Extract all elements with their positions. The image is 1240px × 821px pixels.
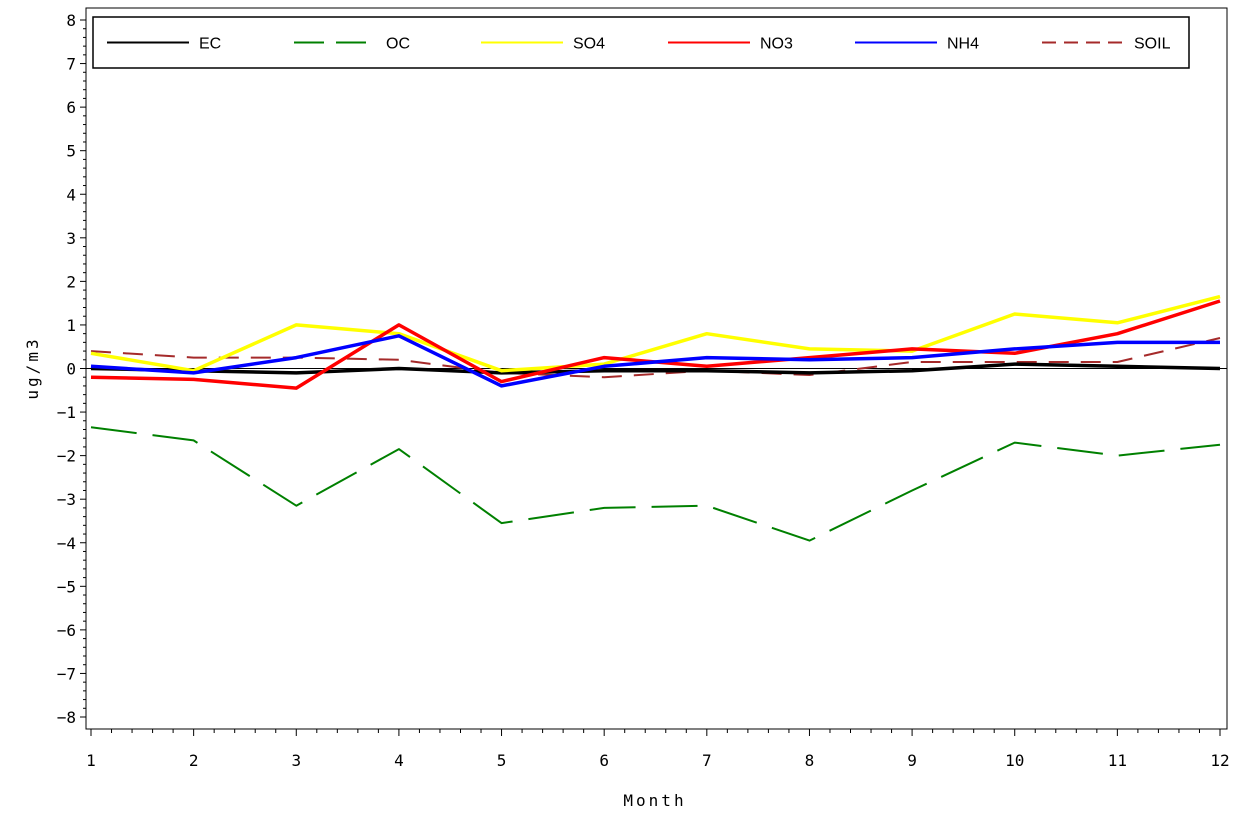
y-tick-label: 0 (66, 360, 76, 379)
x-axis-title: Month (623, 791, 686, 810)
legend: EC OC SO4 NO3 NH4 SOIL (92, 16, 1190, 69)
y-tick-label: −7 (57, 664, 76, 683)
x-tick-label: 4 (394, 751, 404, 770)
series-line-nh4 (90, 334, 1220, 388)
legend-label-ec: EC (199, 36, 221, 53)
x-tick-label: 3 (291, 751, 301, 770)
y-tick-label: −4 (57, 534, 76, 553)
series-line-soil (90, 337, 1221, 379)
x-tick-label: 9 (907, 751, 917, 770)
legend-label-so4: SO4 (573, 36, 605, 53)
y-tick-label: −2 (57, 447, 76, 466)
y-tick-label: 8 (66, 11, 76, 30)
x-tick-label: 8 (805, 751, 815, 770)
y-tick-label: 3 (66, 229, 76, 248)
series-line-ec (90, 362, 1221, 375)
x-tick-label: 5 (497, 751, 507, 770)
y-axis-title: ug/m3 (23, 336, 42, 399)
x-tick-label: 12 (1210, 751, 1229, 770)
y-tick-label: 6 (66, 98, 76, 117)
x-axis: 1 2 3 4 5 6 7 8 9 10 11 12 (86, 729, 1230, 770)
x-tick-label: 6 (599, 751, 609, 770)
y-tick-label: 1 (66, 316, 76, 335)
y-tick-label: 2 (66, 272, 76, 291)
x-tick-label: 10 (1005, 751, 1024, 770)
y-tick-label: −3 (57, 490, 76, 509)
x-tick-label: 1 (86, 751, 96, 770)
y-tick-label: −6 (57, 621, 76, 640)
plot-layer (85, 7, 1228, 730)
legend-label-soil: SOIL (1134, 36, 1171, 53)
y-tick-label: 5 (66, 142, 76, 161)
y-tick-label: −5 (57, 577, 76, 596)
series-line-oc (90, 426, 1221, 542)
series-line-no3 (90, 299, 1221, 390)
x-tick-label: 2 (189, 751, 199, 770)
x-tick-label: 7 (702, 751, 712, 770)
y-tick-label: −1 (57, 403, 76, 422)
legend-label-no3: NO3 (760, 36, 793, 53)
legend-box (92, 16, 1190, 69)
legend-label-nh4: NH4 (947, 36, 979, 53)
x-tick-label: 11 (1108, 751, 1127, 770)
legend-label-oc: OC (386, 36, 410, 53)
y-tick-label: 7 (66, 55, 76, 74)
series-line-so4 (90, 294, 1221, 373)
y-tick-label: −8 (57, 708, 76, 727)
y-axis: −8 −7 −6 −5 −4 −3 −2 −1 0 1 2 3 4 5 6 7 8 (57, 11, 86, 727)
y-tick-label: 4 (66, 185, 76, 204)
